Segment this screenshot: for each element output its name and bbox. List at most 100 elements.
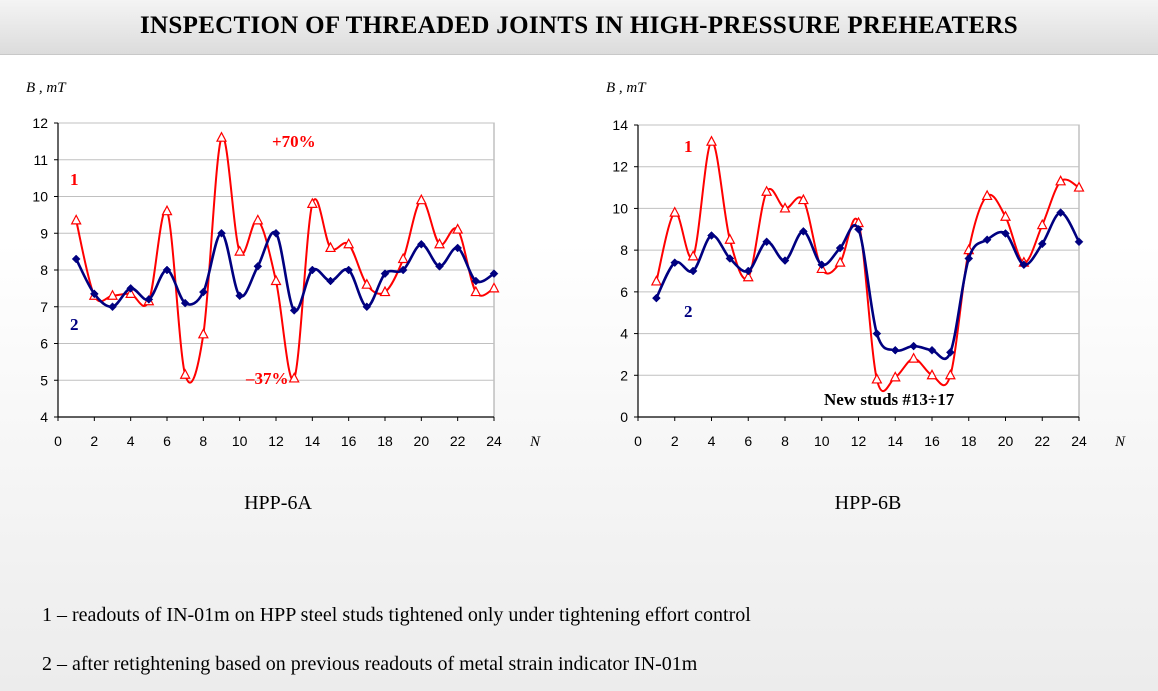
x-tick-label: 24 xyxy=(486,433,502,449)
title-bar xyxy=(0,0,1158,55)
data-point-series-1 xyxy=(669,206,681,217)
data-point-series-2 xyxy=(817,260,827,270)
x-tick-label: 4 xyxy=(708,433,716,449)
x-tick-label: 10 xyxy=(232,433,248,449)
data-point-series-1 xyxy=(197,328,209,339)
y-tick-label: 5 xyxy=(40,372,48,388)
x-tick-label: 24 xyxy=(1071,433,1087,449)
data-point-series-2 xyxy=(471,276,481,286)
data-point-series-2 xyxy=(217,228,226,238)
y-tick-label: 8 xyxy=(620,242,628,258)
data-point-series-1 xyxy=(306,197,318,208)
data-point-series-1 xyxy=(452,223,464,234)
x-tick-label: 12 xyxy=(268,433,284,449)
data-point-series-2 xyxy=(271,228,281,238)
data-point-series-2 xyxy=(307,265,317,275)
chart-annotation: 2 xyxy=(70,315,79,334)
data-point-series-2 xyxy=(435,261,444,271)
data-point-series-1 xyxy=(706,135,717,146)
data-point-series-1 xyxy=(761,185,773,196)
x-tick-label: 20 xyxy=(414,433,430,449)
data-point-series-1 xyxy=(361,278,373,289)
x-axis-label: N xyxy=(529,434,541,450)
data-point-series-2 xyxy=(380,269,390,279)
data-point-series-2 xyxy=(670,258,680,268)
chart-annotation: 1 xyxy=(684,137,693,156)
data-point-series-1 xyxy=(742,270,754,282)
data-point-series-1 xyxy=(488,282,500,293)
data-point-series-2 xyxy=(362,302,372,312)
data-point-series-1 xyxy=(926,369,938,380)
chart-annotation: +70% xyxy=(272,132,316,151)
data-point-series-2 xyxy=(762,237,771,247)
y-tick-label: 8 xyxy=(40,262,48,278)
x-tick-label: 8 xyxy=(781,433,789,449)
data-point-series-1 xyxy=(343,237,355,249)
data-point-series-2 xyxy=(416,239,426,249)
data-point-series-1 xyxy=(125,287,137,298)
chart-caption-hpp-6b: HPP-6B xyxy=(834,492,902,514)
y-tick-label: 12 xyxy=(32,115,48,131)
data-point-series-2 xyxy=(1037,239,1047,249)
data-point-series-2 xyxy=(289,306,299,315)
data-point-series-2 xyxy=(126,284,136,293)
x-tick-label: 6 xyxy=(163,433,171,449)
data-point-series-1 xyxy=(889,371,901,382)
data-point-series-2 xyxy=(198,287,208,297)
data-point-series-1 xyxy=(797,193,809,205)
x-tick-label: 8 xyxy=(199,433,207,449)
data-point-series-1 xyxy=(325,241,336,253)
data-point-series-1 xyxy=(1036,218,1048,230)
data-point-series-2 xyxy=(1056,208,1065,217)
data-point-series-1 xyxy=(107,289,118,300)
data-point-series-1 xyxy=(234,245,246,256)
data-point-series-1 xyxy=(834,256,846,267)
x-tick-label: 0 xyxy=(54,433,62,449)
data-point-series-2 xyxy=(707,231,716,240)
data-point-series-1 xyxy=(288,372,300,383)
y-tick-label: 7 xyxy=(40,299,48,315)
y-tick-label: 10 xyxy=(612,200,628,216)
data-point-series-2 xyxy=(398,265,408,275)
data-point-series-1 xyxy=(397,252,409,264)
y-tick-label: 11 xyxy=(33,152,48,168)
data-point-series-2 xyxy=(1019,260,1029,270)
data-point-series-2 xyxy=(835,243,845,253)
x-tick-label: 2 xyxy=(671,433,679,449)
data-point-series-2 xyxy=(344,265,354,275)
chart-annotation: –37% xyxy=(245,369,289,388)
y-tick-label: 0 xyxy=(620,409,628,425)
page-title: INSPECTION OF THREADED JOINTS IN HIGH-PR… xyxy=(140,12,1018,39)
data-point-series-2 xyxy=(144,295,154,304)
data-point-series-1 xyxy=(871,373,883,384)
data-point-series-1 xyxy=(434,237,445,249)
x-tick-label: 22 xyxy=(450,433,466,449)
data-point-series-1 xyxy=(981,189,993,201)
y-tick-label: 2 xyxy=(620,367,628,383)
data-point-series-2 xyxy=(108,302,117,312)
y-tick-label: 9 xyxy=(40,225,48,241)
data-point-series-2 xyxy=(780,256,790,265)
y-axis-label: B , mT xyxy=(606,80,647,96)
data-point-series-1 xyxy=(944,369,956,380)
y-tick-label: 4 xyxy=(620,326,628,342)
data-point-series-2 xyxy=(89,289,99,299)
x-axis-label: N xyxy=(1114,434,1126,450)
data-point-series-2 xyxy=(453,243,463,253)
x-tick-label: 16 xyxy=(924,433,940,449)
data-point-series-2 xyxy=(489,269,499,279)
data-point-series-2 xyxy=(799,227,808,236)
y-tick-label: 10 xyxy=(32,189,48,205)
data-point-series-1 xyxy=(470,285,482,297)
data-point-series-2 xyxy=(743,266,753,276)
y-tick-label: 6 xyxy=(40,336,48,352)
chart-annotation: 2 xyxy=(684,302,693,321)
data-point-series-2 xyxy=(982,235,992,245)
data-point-series-2 xyxy=(890,345,900,355)
data-point-series-1 xyxy=(908,352,920,363)
data-point-series-2 xyxy=(872,329,882,338)
data-point-series-2 xyxy=(1001,229,1010,238)
data-point-series-1 xyxy=(779,202,791,213)
